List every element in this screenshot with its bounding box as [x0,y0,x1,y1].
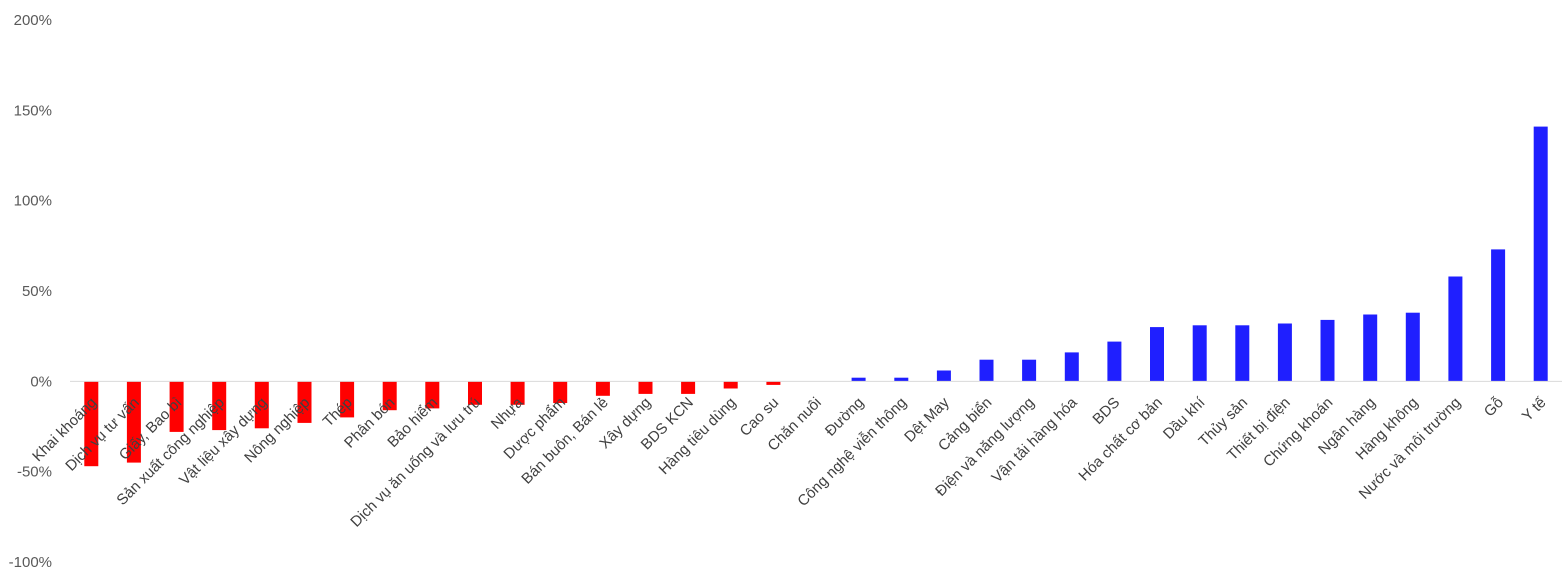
bar [1192,325,1207,382]
bar [1235,325,1250,382]
bar [212,381,227,431]
bar [382,381,397,411]
bar [1491,249,1506,382]
bar [638,381,653,394]
y-axis-tick-labels: 200% 150% 100% 50% 0% -50% -100% [9,12,52,571]
bar [84,381,99,467]
x-category-label: Gỗ [1481,394,1507,420]
bar [425,381,440,409]
y-tick-label: 50% [22,283,52,300]
bar [254,381,269,429]
bar [126,381,141,463]
bar [1064,352,1079,382]
bar [510,381,525,405]
bar [595,381,610,396]
bar [936,370,951,382]
bar [1405,312,1420,382]
bar [894,377,909,382]
bar [1533,126,1548,382]
y-tick-label: -50% [17,464,52,481]
bar [468,381,482,405]
bar [979,359,994,382]
y-tick-label: 100% [14,193,52,210]
x-category-label: Y tế [1519,394,1550,425]
bar [1022,359,1037,382]
bar [723,381,738,389]
bar [553,381,568,403]
y-tick-label: 0% [30,373,52,390]
bar [681,381,696,394]
x-category-label: BDS [1089,394,1123,428]
bar [1150,327,1164,382]
bar [340,381,355,418]
bar [766,381,781,385]
x-category-label: Hàng tiêu dùng [656,394,740,478]
y-tick-label: -100% [9,554,52,571]
bar [1107,341,1122,382]
y-tick-label: 200% [14,12,52,29]
bar [1448,276,1463,382]
y-tick-label: 150% [14,102,52,119]
bar [1277,323,1292,382]
bar-series [84,126,1548,467]
bar [851,377,866,382]
bar [1363,314,1378,382]
bar [169,381,184,432]
bar [297,381,312,423]
bar [1320,319,1335,382]
